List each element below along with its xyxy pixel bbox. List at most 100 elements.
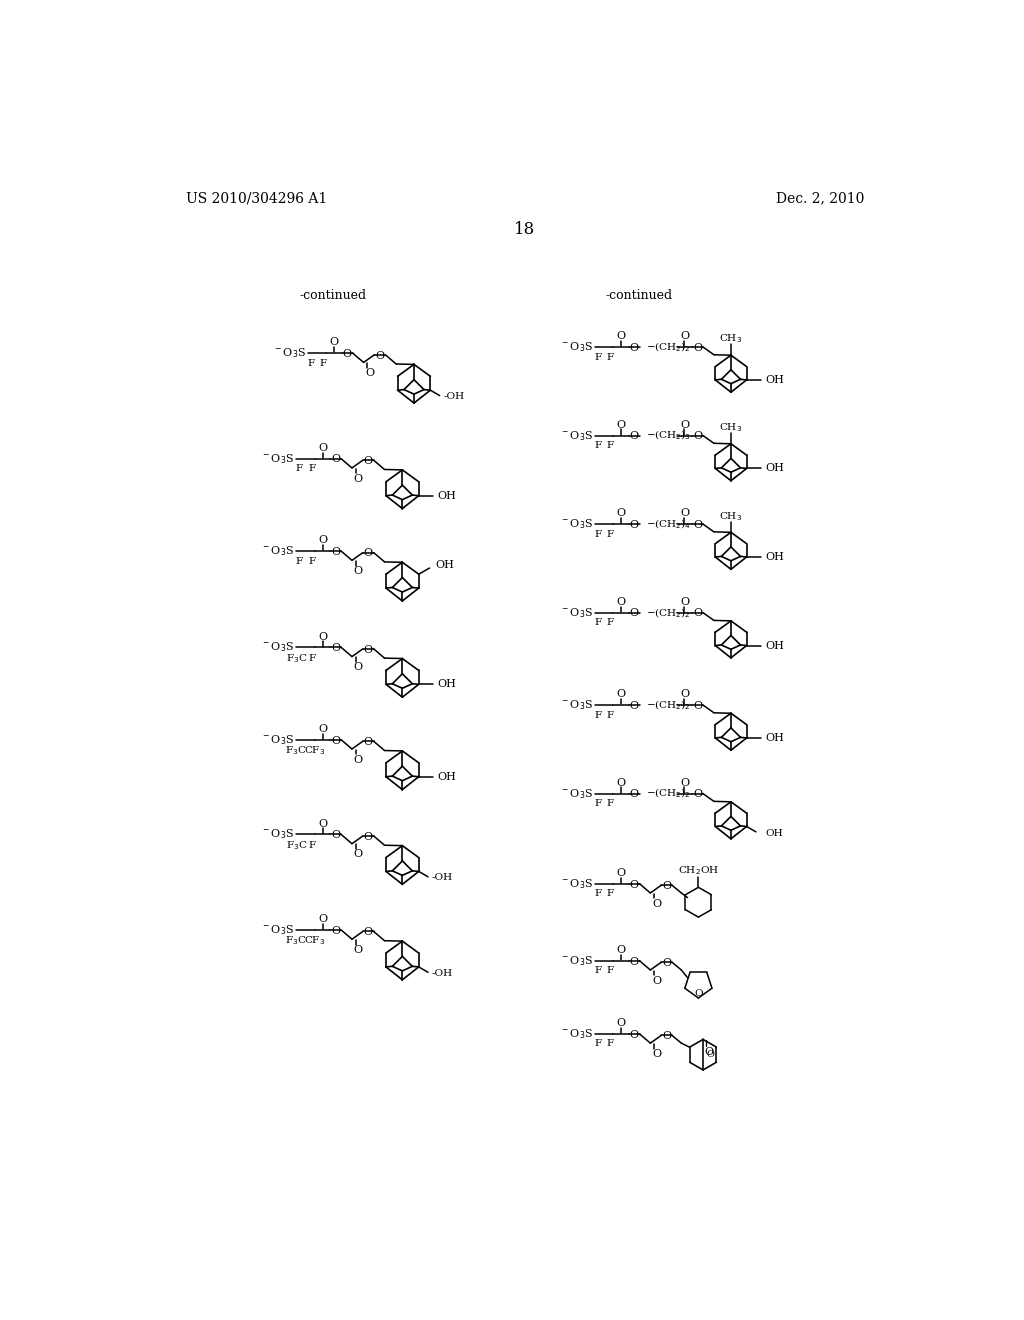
Text: O: O — [630, 432, 639, 441]
Text: F: F — [606, 890, 613, 898]
Text: O: O — [707, 1051, 714, 1059]
Text: O: O — [318, 723, 327, 734]
Text: $^-$O$_3$S: $^-$O$_3$S — [560, 517, 593, 531]
Text: $-$(CH$_2$)$_2$: $-$(CH$_2$)$_2$ — [646, 787, 690, 800]
Text: O: O — [630, 1030, 639, 1040]
Text: O: O — [616, 1018, 626, 1028]
Text: F: F — [606, 710, 613, 719]
Text: O: O — [705, 1047, 714, 1057]
Text: F: F — [594, 441, 601, 450]
Text: F: F — [606, 529, 613, 539]
Text: $^-$O$_3$S: $^-$O$_3$S — [261, 923, 295, 937]
Text: O: O — [364, 832, 373, 842]
Text: O: O — [616, 331, 626, 342]
Text: CF$_3$: CF$_3$ — [304, 744, 326, 756]
Text: $^-$O$_3$S: $^-$O$_3$S — [560, 698, 593, 711]
Text: CH$_3$: CH$_3$ — [720, 333, 742, 346]
Text: OH: OH — [437, 491, 457, 500]
Text: $-$(CH$_2$)$_2$: $-$(CH$_2$)$_2$ — [646, 341, 690, 354]
Text: F: F — [594, 890, 601, 898]
Text: OH: OH — [765, 552, 784, 562]
Text: O: O — [330, 338, 339, 347]
Text: F: F — [606, 352, 613, 362]
Text: OH: OH — [765, 463, 784, 474]
Text: O: O — [630, 609, 639, 619]
Text: OH: OH — [765, 375, 784, 385]
Text: O: O — [364, 927, 373, 937]
Text: F: F — [308, 557, 315, 565]
Text: F: F — [309, 841, 316, 850]
Text: F$_3$C: F$_3$C — [286, 744, 307, 756]
Text: $^-$O$_3$S: $^-$O$_3$S — [560, 1027, 593, 1040]
Text: F: F — [606, 441, 613, 450]
Text: O: O — [364, 644, 373, 655]
Text: $^-$O$_3$S: $^-$O$_3$S — [261, 544, 295, 558]
Text: OH: OH — [765, 733, 784, 743]
Text: O: O — [343, 348, 352, 359]
Text: O: O — [331, 925, 340, 936]
Text: $^-$O$_3$S: $^-$O$_3$S — [560, 606, 593, 619]
Text: O: O — [630, 957, 639, 966]
Text: $^-$O$_3$S: $^-$O$_3$S — [560, 787, 593, 800]
Text: O: O — [652, 899, 662, 908]
Text: F: F — [606, 618, 613, 627]
Text: O: O — [364, 737, 373, 747]
Text: Dec. 2, 2010: Dec. 2, 2010 — [776, 191, 864, 206]
Text: O: O — [331, 735, 340, 746]
Text: O: O — [353, 945, 362, 954]
Text: $^-$O$_3$S: $^-$O$_3$S — [261, 828, 295, 841]
Text: O: O — [693, 432, 702, 441]
Text: O: O — [616, 689, 626, 700]
Text: $^-$O$_3$S: $^-$O$_3$S — [261, 451, 295, 466]
Text: O: O — [693, 343, 702, 352]
Text: $-$(CH$_2$)$_4$: $-$(CH$_2$)$_4$ — [646, 517, 691, 531]
Text: O: O — [353, 663, 362, 672]
Text: $-$(CH$_2$)$_3$: $-$(CH$_2$)$_3$ — [646, 429, 690, 442]
Text: $^-$O$_3$S: $^-$O$_3$S — [560, 429, 593, 442]
Text: OH: OH — [435, 560, 454, 570]
Text: $^-$O$_3$S: $^-$O$_3$S — [560, 954, 593, 968]
Text: O: O — [616, 508, 626, 519]
Text: F: F — [307, 359, 314, 368]
Text: OH: OH — [437, 680, 457, 689]
Text: F: F — [309, 653, 316, 663]
Text: $-$(CH$_2$)$_2$: $-$(CH$_2$)$_2$ — [646, 698, 690, 711]
Text: O: O — [353, 474, 362, 483]
Text: O: O — [680, 331, 689, 342]
Text: $^-$O$_3$S: $^-$O$_3$S — [261, 733, 295, 747]
Text: F: F — [606, 966, 613, 975]
Text: F: F — [296, 557, 303, 565]
Text: F: F — [594, 1039, 601, 1048]
Text: OH: OH — [765, 640, 784, 651]
Text: -continued: -continued — [606, 289, 673, 302]
Text: F: F — [594, 618, 601, 627]
Text: O: O — [630, 879, 639, 890]
Text: O: O — [663, 958, 671, 968]
Text: O: O — [663, 1031, 671, 1041]
Text: O: O — [616, 945, 626, 954]
Text: F: F — [594, 352, 601, 362]
Text: F: F — [308, 465, 315, 473]
Text: O: O — [318, 444, 327, 453]
Text: O: O — [318, 631, 327, 642]
Text: O: O — [318, 818, 327, 829]
Text: O: O — [331, 830, 340, 841]
Text: F: F — [606, 799, 613, 808]
Text: OH: OH — [765, 829, 782, 838]
Text: F: F — [606, 1039, 613, 1048]
Text: O: O — [616, 597, 626, 607]
Text: $^-$O$_3$S: $^-$O$_3$S — [560, 876, 593, 891]
Text: O: O — [366, 368, 375, 379]
Text: O: O — [680, 597, 689, 607]
Text: O: O — [680, 420, 689, 430]
Text: $^-$O$_3$S: $^-$O$_3$S — [560, 341, 593, 354]
Text: -OH: -OH — [432, 873, 453, 882]
Text: O: O — [693, 609, 702, 619]
Text: O: O — [693, 520, 702, 529]
Text: $^-$O$_3$S: $^-$O$_3$S — [273, 346, 306, 360]
Text: O: O — [630, 343, 639, 352]
Text: O: O — [616, 869, 626, 878]
Text: O: O — [331, 643, 340, 653]
Text: O: O — [630, 701, 639, 711]
Text: O: O — [652, 975, 662, 986]
